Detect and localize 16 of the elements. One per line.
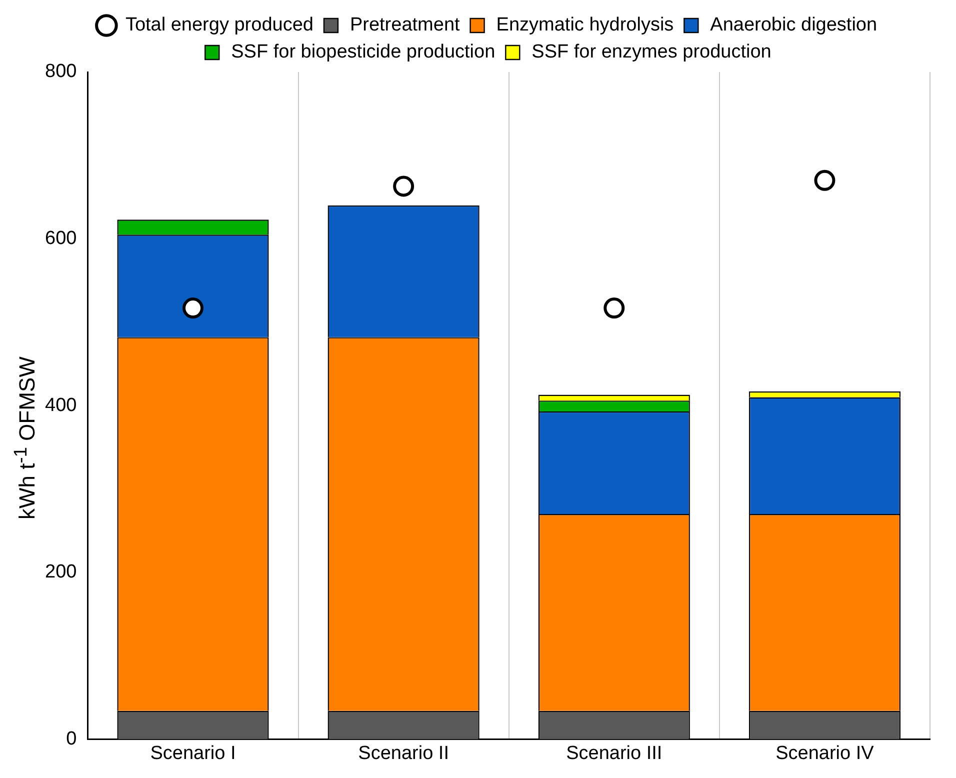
point <box>182 298 204 319</box>
legend-label: SSF for biopesticide production <box>231 42 496 63</box>
y-tick-label: 200 <box>45 562 77 583</box>
y-tick-label: 0 <box>66 728 77 750</box>
y-tick-label: 400 <box>45 394 77 416</box>
x-tick-label: Scenario IV <box>776 742 874 764</box>
x-tick-label: Scenario II <box>358 742 449 764</box>
y-tick-label: 600 <box>45 228 77 250</box>
x-tick-label: Scenario III <box>566 742 662 764</box>
legend-label: SSF for enzymes production <box>532 42 772 63</box>
legend-label: Anaerobic digestion <box>710 14 878 36</box>
legend-label: Pretreatment <box>350 14 461 36</box>
legend-label: Total energy produced <box>125 14 314 36</box>
x-tick-label: Scenario I <box>150 742 236 764</box>
legend-label: Enzymatic hydrolysis <box>496 14 674 36</box>
y-tick-label: 800 <box>45 61 77 82</box>
